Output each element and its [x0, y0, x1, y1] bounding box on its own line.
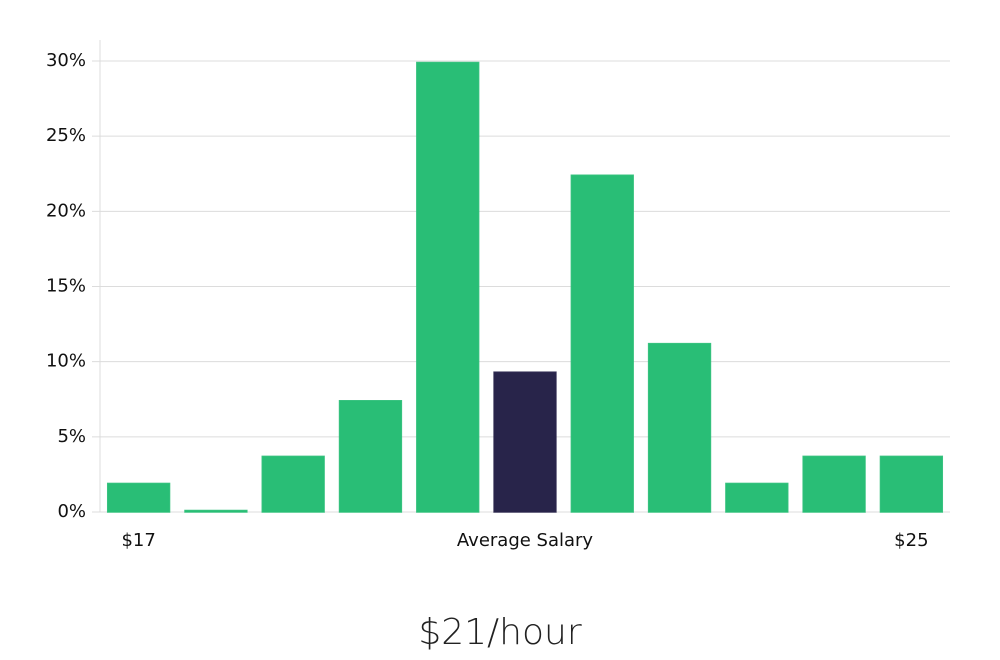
- bar: [647, 342, 712, 513]
- y-tick-label: 5%: [57, 426, 86, 447]
- chart-title: $21/hour: [418, 612, 582, 653]
- bar: [802, 455, 866, 513]
- bar: [493, 371, 557, 513]
- bar: [184, 509, 248, 513]
- x-tick-label: $25: [894, 530, 928, 551]
- bar: [416, 61, 480, 513]
- y-tick-label: 25%: [46, 125, 86, 146]
- bar: [879, 455, 944, 513]
- bar: [261, 455, 325, 513]
- x-tick-label: $17: [121, 530, 155, 551]
- y-tick-label: 15%: [46, 276, 86, 297]
- bar: [338, 400, 403, 513]
- y-tick-label: 30%: [46, 50, 86, 71]
- bar: [570, 174, 634, 513]
- bar: [106, 482, 171, 513]
- x-tick-label: Average Salary: [457, 530, 594, 551]
- y-tick-label: 10%: [46, 351, 86, 372]
- y-tick-label: 0%: [57, 501, 86, 522]
- y-tick-label: 20%: [46, 200, 86, 221]
- bar: [725, 482, 789, 513]
